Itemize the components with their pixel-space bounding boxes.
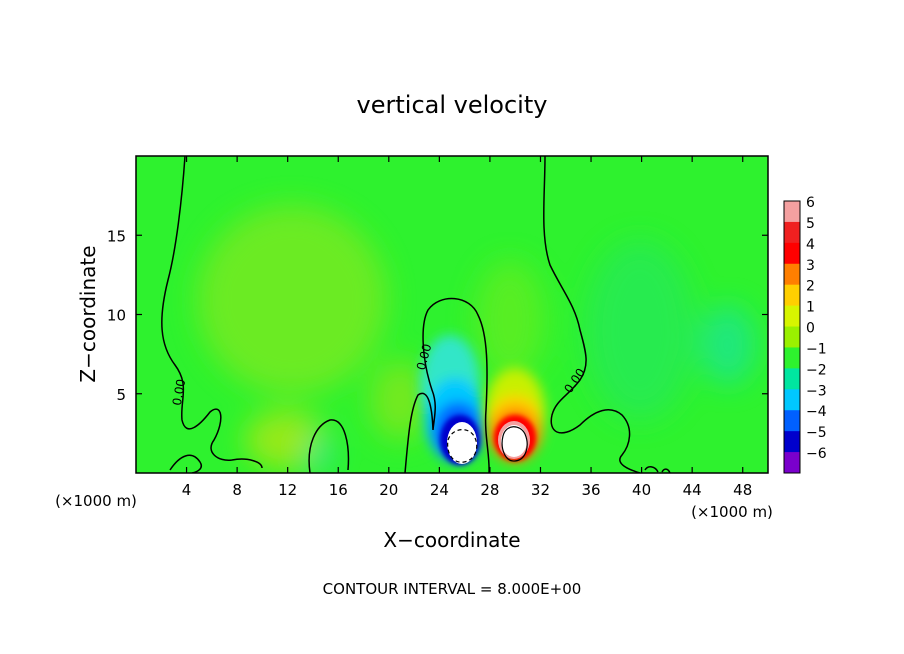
y-tick-label: 5 <box>116 386 126 404</box>
colorbar-tick-label: −5 <box>806 425 827 441</box>
x-tick-label: 8 <box>232 481 242 499</box>
colorbar-swatch <box>784 410 800 432</box>
colorbar-swatch <box>784 221 800 244</box>
colorbar-swatch <box>784 389 800 411</box>
zero-contour-left <box>161 156 263 469</box>
contour-label-middle: 0.00 <box>414 342 434 371</box>
contour-label-left: 0.00 <box>170 378 188 407</box>
colorbar-swatch <box>784 242 800 265</box>
contour-interval-text: CONTOUR INTERVAL = 8.000E+00 <box>323 580 582 598</box>
colorbar-tick-label: −1 <box>806 341 827 357</box>
x-tick-label: 44 <box>683 481 702 499</box>
y-axis-label: Z−coordinate <box>76 245 100 382</box>
colorbar-swatch <box>784 431 800 453</box>
y-tick-label: 10 <box>107 307 126 325</box>
x-axis-label: X−coordinate <box>383 528 520 552</box>
colorbar-tick-label: −6 <box>806 446 827 462</box>
velocity-field: 0.00 0.00 0.00 <box>136 156 768 473</box>
x-tick-label: 4 <box>182 481 192 499</box>
x-unit-right: (×1000 m) <box>691 503 773 521</box>
colorbar-tick-label: 4 <box>806 237 815 253</box>
x-tick-label: 24 <box>430 481 449 499</box>
colorbar-tick-label: 6 <box>806 195 815 211</box>
x-unit-left: (×1000 m) <box>55 492 137 510</box>
chart-title: vertical velocity <box>357 91 548 119</box>
x-tick-label: 48 <box>733 481 752 499</box>
colorbar-tick-label: −3 <box>806 383 827 399</box>
y-axis: 5 10 15 <box>107 227 768 404</box>
x-tick-label: 32 <box>531 481 550 499</box>
colorbar-frame <box>783 200 801 474</box>
colorbar: 6 5 4 3 2 1 0 −1 −2 −3 −4 −5 −6 <box>783 195 827 474</box>
colorbar-tick-label: 5 <box>806 216 815 232</box>
x-tick-label: 36 <box>581 481 600 499</box>
colorbar-tick-label: 0 <box>806 321 815 337</box>
colorbar-swatch <box>784 347 800 369</box>
colorbar-tick-label: −2 <box>806 362 827 378</box>
colorbar-swatch <box>784 263 800 286</box>
colorbar-swatch <box>784 305 800 328</box>
y-tick-label: 15 <box>107 227 126 245</box>
colorbar-swatch <box>784 284 800 307</box>
x-tick-label: 20 <box>379 481 398 499</box>
x-tick-label: 40 <box>632 481 651 499</box>
colorbar-swatch <box>784 452 800 474</box>
x-tick-label: 28 <box>480 481 499 499</box>
colorbar-swatch <box>784 201 800 223</box>
x-tick-label: 16 <box>329 481 348 499</box>
colorbar-swatch <box>784 368 800 390</box>
zero-contour-right <box>543 156 641 473</box>
colorbar-swatch <box>784 326 800 348</box>
zero-contour-middle <box>308 419 350 473</box>
colorbar-tick-label: 2 <box>806 279 815 295</box>
x-tick-label: 12 <box>278 481 297 499</box>
colorbar-tick-label: 3 <box>806 258 815 274</box>
colorbar-tick-label: 1 <box>806 300 815 316</box>
colorbar-tick-label: −4 <box>806 404 827 420</box>
zero-contours <box>161 156 671 473</box>
x-axis: 4 8 12 16 20 24 28 32 36 40 44 48 <box>182 156 752 499</box>
